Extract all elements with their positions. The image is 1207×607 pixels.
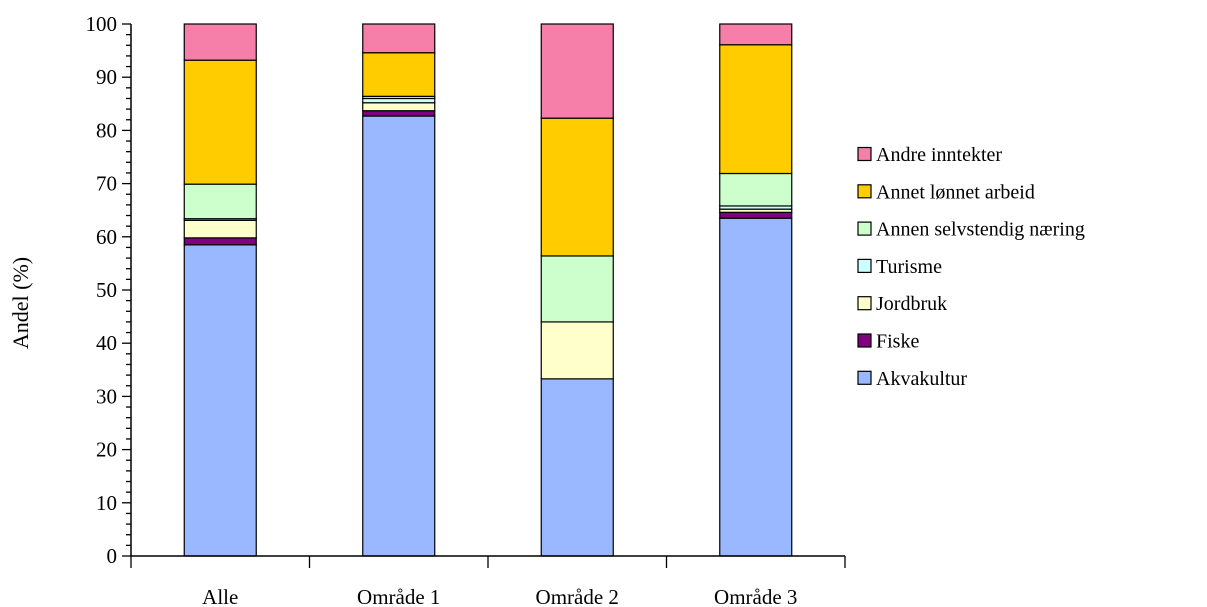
bars-layer <box>183 23 793 557</box>
legend-swatch <box>857 184 872 199</box>
bar-segment <box>183 237 257 246</box>
x-tick-label: Område 1 <box>357 585 440 607</box>
bar-segment <box>719 23 793 46</box>
legend-label: Annet lønnet arbeid <box>876 181 1035 203</box>
y-tick-label: 70 <box>96 172 117 196</box>
bar-segment <box>362 97 436 104</box>
bar-segment <box>540 23 614 119</box>
legend-label: Turisme <box>876 256 942 278</box>
bar-segment <box>362 102 436 112</box>
y-tick-label: 60 <box>96 225 117 249</box>
legend-label: Fiske <box>876 331 919 353</box>
y-tick-label: 0 <box>107 544 118 568</box>
y-tick-label: 30 <box>96 384 117 408</box>
legend-swatch <box>857 146 872 162</box>
legend-label: Akvakultur <box>876 368 967 390</box>
y-tick-label: 100 <box>86 12 118 36</box>
bar-segment <box>183 59 257 185</box>
legend-swatch <box>857 221 872 236</box>
bar-segment <box>540 378 614 557</box>
bar-segment <box>719 44 793 175</box>
bar-segment <box>362 110 436 117</box>
bar-segment <box>183 183 257 220</box>
bar-segment <box>183 23 257 61</box>
y-axis-title: Andel (%) <box>8 257 33 349</box>
y-tick-label: 90 <box>96 65 117 89</box>
bar-segment <box>540 321 614 380</box>
legend-label: Andre inntekter <box>876 144 1002 166</box>
legend: Andre inntekter Annet lønnet arbeid Annen … <box>857 144 1085 390</box>
bar-segment <box>540 255 614 323</box>
y-tick-label: 50 <box>96 278 117 302</box>
axes-layer: Alle Område 1 Område 2 Område 3 0 10 20 30 40 50 6… <box>86 12 846 607</box>
legend-swatch <box>857 333 872 348</box>
y-tick-label: 40 <box>96 331 117 355</box>
bar-segment <box>719 211 793 219</box>
bar-segment <box>183 244 257 557</box>
bar-segment <box>362 115 436 557</box>
bar-segment <box>719 172 793 207</box>
x-tick-label: Område 2 <box>536 585 619 607</box>
legend-swatch <box>857 370 872 385</box>
bar-segment <box>719 217 793 557</box>
y-tick-label: 10 <box>96 491 117 515</box>
x-tick-label: Alle <box>202 585 238 607</box>
legend-swatch <box>857 258 872 273</box>
bar-segment <box>183 219 257 239</box>
bar-segment <box>362 52 436 97</box>
y-tick-label: 80 <box>96 118 117 142</box>
y-tick-label: 20 <box>96 438 117 462</box>
legend-swatch <box>857 296 872 311</box>
bar-segment <box>540 117 614 257</box>
x-tick-label: Område 3 <box>714 585 797 607</box>
bar-segment <box>362 23 436 54</box>
legend-label: Annen selvstendig næring <box>876 219 1085 241</box>
legend-label: Jordbruk <box>876 293 947 315</box>
